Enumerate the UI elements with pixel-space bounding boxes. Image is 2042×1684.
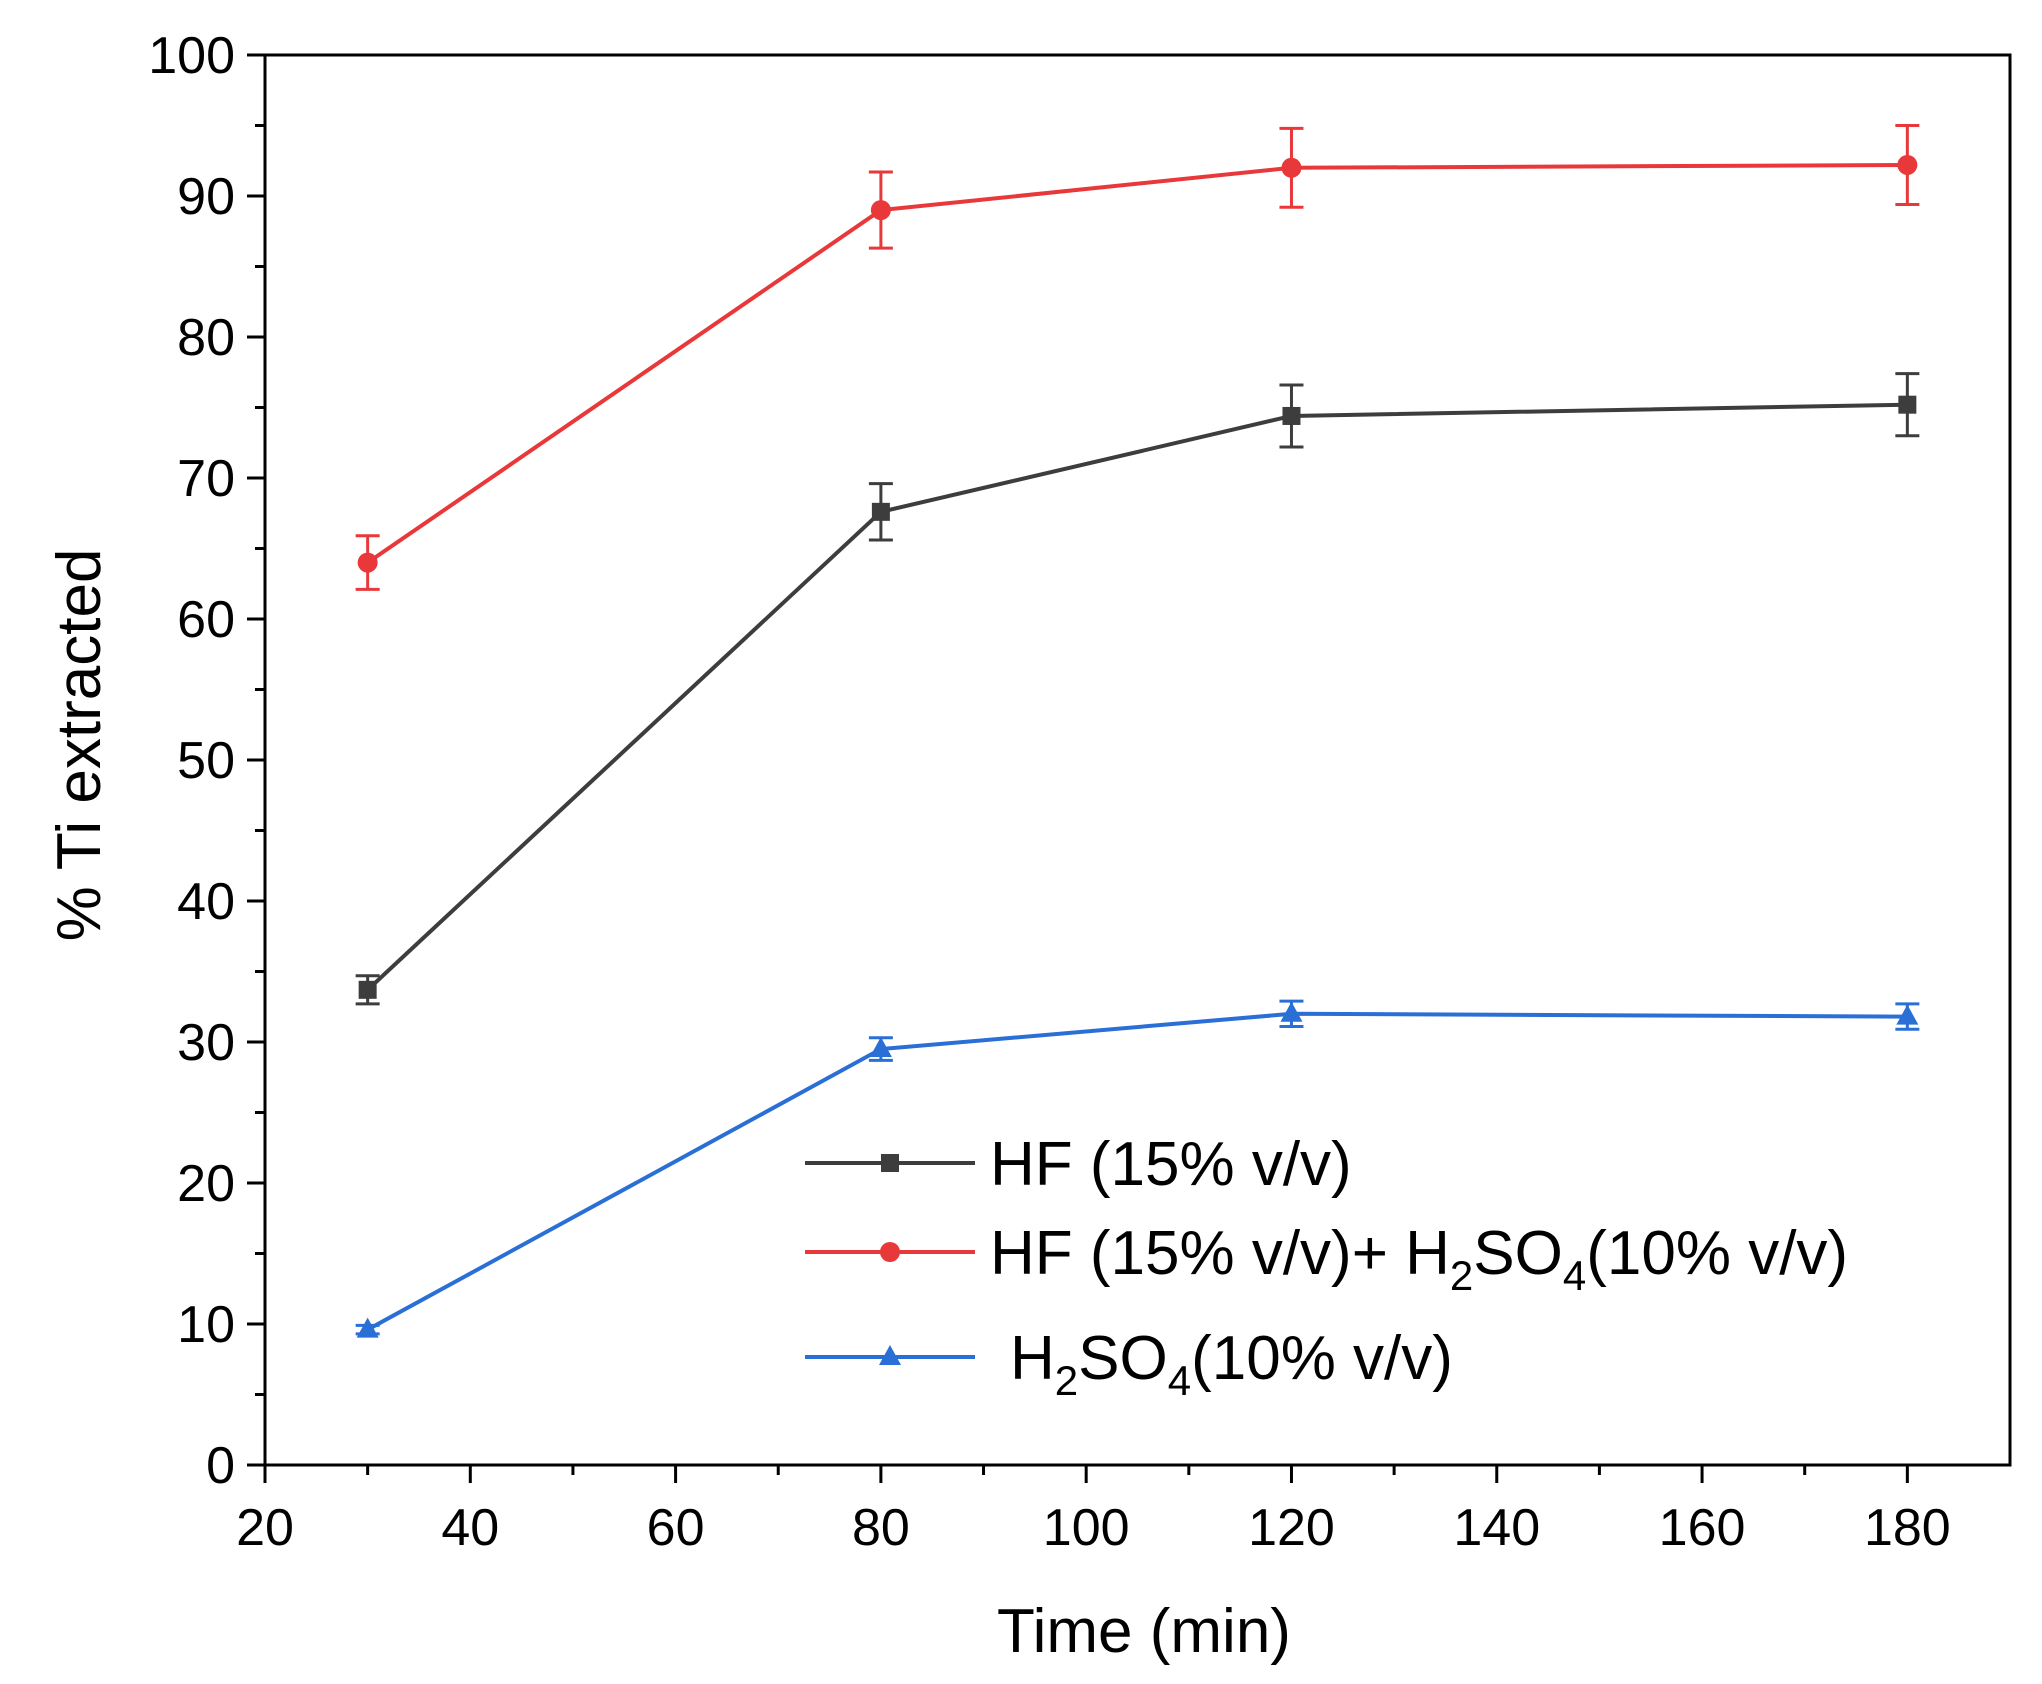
series-3	[355, 999, 1920, 1338]
data-point	[1897, 154, 1918, 175]
data-point	[1898, 395, 1917, 414]
series-line	[366, 162, 1908, 565]
x-tick-label: 20	[236, 1499, 294, 1557]
legend-item-2: HF (15% v/v)+ H2SO4(10% v/v)	[805, 1219, 1848, 1299]
legend-subscript: 4	[1168, 1357, 1191, 1404]
data-point	[869, 1037, 892, 1058]
series-1	[355, 372, 1920, 1006]
data-point	[1896, 1004, 1919, 1025]
y-tick-label: 30	[177, 1014, 235, 1072]
data-point	[1282, 406, 1301, 425]
y-tick-label: 40	[177, 873, 235, 931]
legend: HF (15% v/v)HF (15% v/v)+ H2SO4(10% v/v)…	[805, 1130, 1848, 1404]
y-tick-label: 60	[177, 591, 235, 649]
legend-subscript: 2	[1450, 1252, 1473, 1299]
data-point	[358, 980, 377, 999]
legend-item-1: HF (15% v/v)	[805, 1130, 1352, 1199]
legend-label: HF (15% v/v)	[990, 1130, 1352, 1199]
legend-text-part: H	[1010, 1324, 1055, 1393]
series-line	[366, 1011, 1908, 1332]
legend-label: HF (15% v/v)+ H2SO4(10% v/v)	[990, 1219, 1848, 1299]
x-tick-label: 80	[852, 1499, 910, 1557]
legend-marker	[879, 1345, 901, 1365]
data-point	[871, 502, 890, 521]
y-axis-title: % Ti extracted	[45, 549, 114, 942]
series-2	[355, 124, 1920, 591]
series-group	[355, 124, 1920, 1338]
legend-text-part: HF (15% v/v)+ H	[990, 1219, 1450, 1288]
x-tick-label: 60	[647, 1499, 705, 1557]
legend-marker	[881, 1154, 899, 1172]
data-point	[356, 1317, 379, 1338]
series-line	[366, 402, 1908, 992]
legend-subscript: 2	[1055, 1357, 1078, 1404]
x-tick-label: 140	[1453, 1499, 1540, 1557]
data-point	[357, 552, 378, 573]
y-tick-label: 70	[177, 450, 235, 508]
data-point	[1281, 157, 1302, 178]
legend-item-3: H2SO4(10% v/v)	[805, 1324, 1453, 1404]
data-point	[870, 200, 891, 221]
axes: 20 40 60 80 100 120 140 160 180 0 10 20 30 40 50 60 70 80…	[148, 27, 2012, 1557]
y-tick-label: 20	[177, 1155, 235, 1213]
y-tick-label: 50	[177, 732, 235, 790]
y-tick-label: 0	[206, 1437, 235, 1495]
legend-subscript: 4	[1563, 1252, 1586, 1299]
legend-text-part: SO	[1473, 1219, 1563, 1288]
data-point	[1280, 1001, 1303, 1022]
legend-text-part: (10% v/v)	[1586, 1219, 1848, 1288]
y-tick-label: 100	[148, 27, 235, 85]
y-tick-label: 80	[177, 309, 235, 367]
x-axis-title: Time (min)	[997, 1597, 1291, 1666]
x-tick-label: 40	[441, 1499, 499, 1557]
x-tick-label: 100	[1043, 1499, 1130, 1557]
legend-marker	[880, 1242, 900, 1262]
legend-label: H2SO4(10% v/v)	[1010, 1324, 1453, 1404]
x-tick-label: 180	[1864, 1499, 1951, 1557]
x-tick-label: 160	[1659, 1499, 1746, 1557]
legend-text-part: (10% v/v)	[1191, 1324, 1453, 1393]
legend-text-part: SO	[1078, 1324, 1168, 1393]
legend-text-part: HF (15% v/v)	[990, 1130, 1352, 1199]
y-tick-label: 10	[177, 1296, 235, 1354]
y-tick-label: 90	[177, 168, 235, 226]
x-tick-label: 120	[1248, 1499, 1335, 1557]
